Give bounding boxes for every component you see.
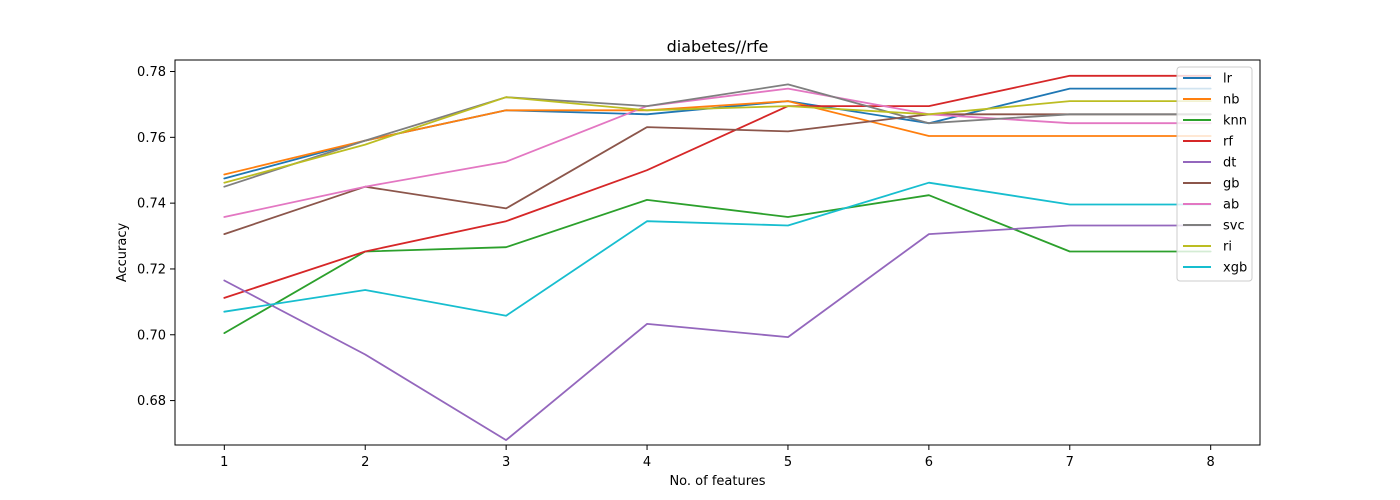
x-tick-label: 5	[784, 455, 792, 470]
legend-label-gb: gb	[1223, 177, 1240, 192]
series-line-xgb	[223, 181, 1212, 317]
chart-title: diabetes//rfe	[667, 37, 769, 56]
series-line-ab	[223, 87, 1212, 218]
legend-label-lr: lr	[1223, 72, 1233, 87]
y-axis-label: Accuracy	[115, 223, 130, 283]
x-tick-label: 7	[1066, 455, 1074, 470]
plot-lines	[223, 74, 1212, 442]
series-line-rf	[223, 74, 1212, 299]
legend-label-knn: knn	[1223, 114, 1247, 129]
y-tick-label: 0.70	[137, 328, 166, 343]
legend: lr nb knn rf dt gb ab svc ri xgb	[1176, 66, 1253, 282]
legend-label-ab: ab	[1223, 198, 1239, 213]
y-tick-label: 0.72	[137, 262, 166, 277]
x-axis: 1 2 3 4 5 6 7 8	[220, 445, 1215, 470]
x-axis-label: No. of features	[669, 474, 765, 489]
legend-label-ri: ri	[1223, 240, 1232, 255]
series-line-knn	[223, 194, 1212, 335]
legend-label-rf: rf	[1223, 135, 1233, 150]
legend-label-xgb: xgb	[1223, 261, 1247, 276]
x-tick-label: 6	[925, 455, 933, 470]
series-line-ri	[223, 96, 1212, 184]
x-tick-label: 8	[1207, 455, 1215, 470]
series-line-svc	[223, 83, 1212, 188]
x-tick-label: 2	[361, 455, 369, 470]
y-tick-label: 0.74	[137, 197, 166, 212]
y-tick-label: 0.78	[137, 65, 166, 80]
y-axis: 0.68 0.70 0.72 0.74 0.76 0.78	[137, 65, 175, 409]
series-line-dt	[223, 224, 1212, 442]
legend-label-dt: dt	[1223, 156, 1236, 171]
x-tick-label: 1	[220, 455, 228, 470]
legend-label-svc: svc	[1223, 219, 1245, 234]
x-tick-label: 4	[643, 455, 651, 470]
series-line-nb	[223, 100, 1212, 176]
plot-frame	[174, 59, 1261, 446]
series-line-gb	[223, 113, 1212, 236]
y-tick-label: 0.76	[137, 131, 166, 146]
x-tick-label: 3	[502, 455, 510, 470]
y-tick-label: 0.68	[137, 394, 166, 409]
legend-label-nb: nb	[1223, 93, 1240, 108]
